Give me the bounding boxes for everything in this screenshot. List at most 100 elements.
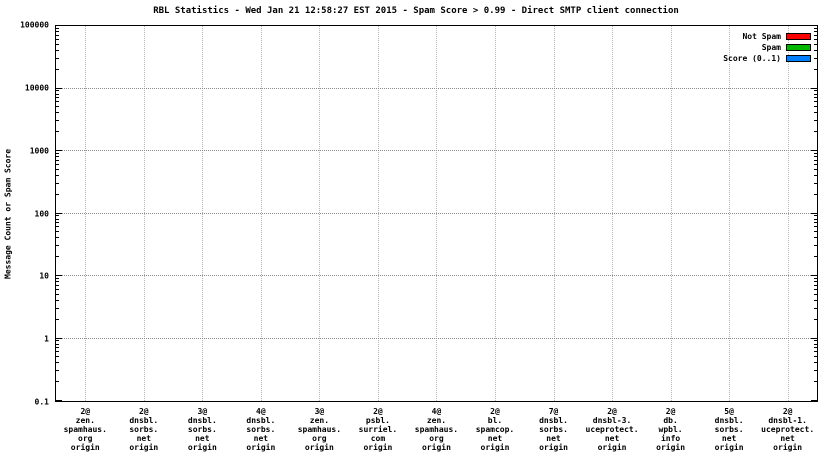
y-minor-tick <box>56 351 59 353</box>
bar-group: 2@ db. wpbl. info origin <box>641 26 700 452</box>
y-minor-tick <box>814 131 817 133</box>
y-minor-tick <box>56 245 59 247</box>
x-tick-label: 4@ dnsbl. sorbs. net origin <box>246 407 276 452</box>
y-minor-tick <box>814 27 817 29</box>
legend-label: Spam <box>761 43 781 52</box>
y-minor-tick <box>814 156 817 158</box>
y-minor-tick <box>814 281 817 283</box>
y-minor-tick <box>814 293 817 295</box>
y-minor-tick <box>814 237 817 239</box>
gridline-horizontal <box>56 150 817 151</box>
y-minor-tick <box>56 43 59 45</box>
y-major-tick <box>811 150 817 151</box>
y-minor-tick <box>56 381 59 383</box>
bar-groups: 2@ zen. spamhaus. org origin 2@ dnsbl. so… <box>56 26 817 452</box>
bar-group: 2@ dnsbl. sorbs. net origin <box>115 26 174 452</box>
y-axis-ticks: 100000 10000 1000 100 10 1 0.1 <box>0 21 52 407</box>
bar-group: 3@ dnsbl. sorbs. net origin <box>173 26 232 452</box>
y-minor-tick <box>814 347 817 349</box>
y-minor-tick <box>814 120 817 122</box>
y-minor-tick <box>814 226 817 228</box>
y-minor-tick <box>814 90 817 92</box>
y-minor-tick <box>814 370 817 372</box>
y-minor-tick <box>814 106 817 108</box>
bar-group: 4@ zen. spamhaus. org origin <box>407 26 466 452</box>
y-minor-tick <box>56 34 59 36</box>
y-minor-tick <box>56 256 59 258</box>
y-major-tick <box>56 25 62 26</box>
x-tick-label: 3@ dnsbl. sorbs. net origin <box>187 407 217 452</box>
y-minor-tick <box>814 168 817 170</box>
y-minor-tick <box>814 340 817 342</box>
y-minor-tick <box>56 281 59 283</box>
y-minor-tick <box>814 49 817 51</box>
y-minor-tick <box>56 293 59 295</box>
y-minor-tick <box>814 284 817 286</box>
x-tick-label: 3@ zen. spamhaus. org origin <box>297 407 342 452</box>
gridline-vertical <box>85 26 87 401</box>
gridline-vertical <box>612 26 614 401</box>
y-minor-tick <box>814 362 817 364</box>
x-tick-label: 2@ psbl. surriel. com origin <box>358 407 398 452</box>
y-minor-tick <box>56 97 59 99</box>
y-minor-tick <box>56 174 59 176</box>
y-minor-tick <box>814 218 817 220</box>
legend: Not Spam Spam Score (0..1) <box>723 31 811 64</box>
y-minor-tick <box>56 31 59 33</box>
y-minor-tick <box>56 168 59 170</box>
bar-group: 2@ psbl. surriel. com origin <box>349 26 408 452</box>
y-minor-tick <box>56 90 59 92</box>
y-minor-tick <box>56 370 59 372</box>
x-tick-label: 2@ db. wpbl. info origin <box>656 407 686 452</box>
legend-swatch <box>786 55 811 62</box>
y-major-tick <box>56 275 62 276</box>
x-tick-label: 2@ bl. spamcop. net origin <box>475 407 515 452</box>
y-minor-tick <box>814 68 817 70</box>
y-major-tick <box>811 400 817 401</box>
x-tick-label: 4@ zen. spamhaus. org origin <box>414 407 459 452</box>
plot-area: 2@ zen. spamhaus. org origin 2@ dnsbl. so… <box>55 25 818 452</box>
legend-swatch <box>786 44 811 51</box>
gridline-vertical <box>670 26 672 401</box>
y-minor-tick <box>56 159 59 161</box>
y-minor-tick <box>56 106 59 108</box>
y-major-tick <box>811 275 817 276</box>
y-minor-tick <box>814 174 817 176</box>
y-minor-tick <box>56 307 59 309</box>
y-minor-tick <box>56 57 59 59</box>
y-tick-label: 100 <box>34 209 49 218</box>
y-tick-label: 100000 <box>20 20 49 30</box>
bar-group: 5@ dnsbl. sorbs. net origin <box>700 26 759 452</box>
x-tick-label: 2@ dnsbl-1. uceprotect. net origin <box>761 407 815 452</box>
bar-group: 2@ zen. spamhaus. org origin <box>56 26 115 452</box>
legend-swatch <box>786 33 811 40</box>
y-minor-tick <box>814 222 817 224</box>
y-minor-tick <box>56 284 59 286</box>
y-minor-tick <box>56 193 59 195</box>
gridline-vertical <box>260 26 262 401</box>
bar-group: 7@ dnsbl. sorbs. net origin <box>524 26 583 452</box>
gridline-vertical <box>494 26 496 401</box>
y-minor-tick <box>814 215 817 217</box>
x-tick-label: 2@ zen. spamhaus. org origin <box>63 407 107 452</box>
y-minor-tick <box>814 34 817 36</box>
y-major-tick <box>56 212 62 214</box>
bar-group: 2@ dnsbl-1. uceprotect. net origin <box>758 26 817 452</box>
y-minor-tick <box>56 277 59 279</box>
bar-group: 3@ zen. spamhaus. org origin <box>290 26 349 452</box>
y-minor-tick <box>814 256 817 258</box>
y-minor-tick <box>56 156 59 158</box>
y-minor-tick <box>56 237 59 239</box>
chart-title: RBL Statistics - Wed Jan 21 12:58:27 EST… <box>153 6 679 16</box>
gridline-vertical <box>553 26 555 401</box>
y-minor-tick <box>814 288 817 290</box>
y-minor-tick <box>56 49 59 51</box>
y-major-tick <box>56 400 62 401</box>
y-major-tick <box>56 87 62 89</box>
gridline-vertical <box>202 26 204 401</box>
y-major-tick <box>56 337 62 339</box>
gridline-vertical <box>787 26 789 401</box>
gridline-vertical <box>143 26 145 401</box>
y-minor-tick <box>814 356 817 358</box>
